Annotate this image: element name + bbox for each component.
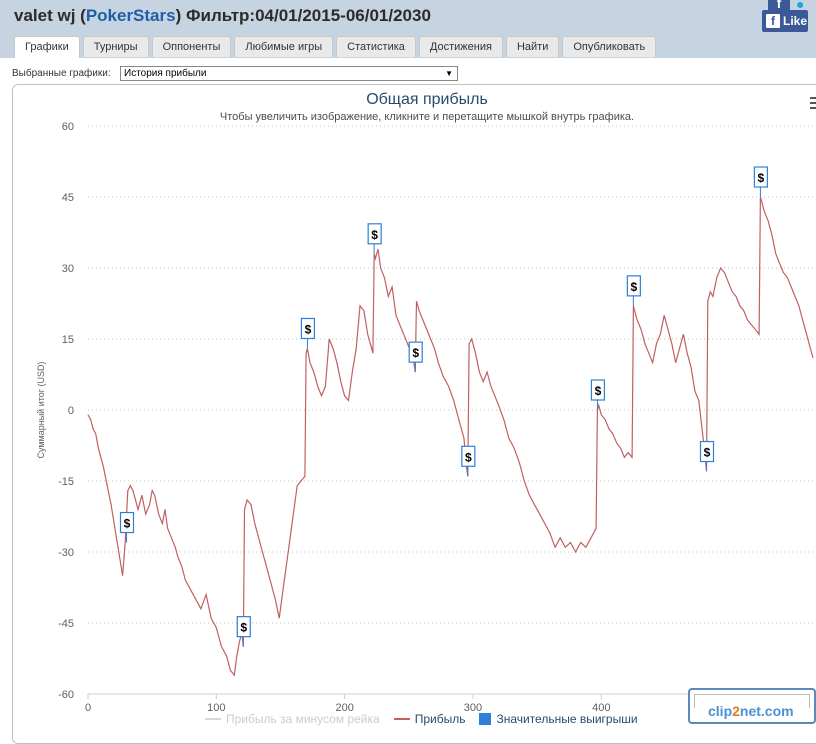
chart-select[interactable]: История прибыли ▼ [120,66,458,81]
y-tick-label: 30 [62,263,74,275]
tab-3[interactable]: Любимые игры [234,36,334,57]
big-win-marker-label: $ [240,621,247,635]
big-win-marker-label: $ [412,346,419,360]
y-tick-label: 15 [62,334,74,346]
legend-item[interactable]: Значительные выигрыши [479,712,638,726]
tab-6[interactable]: Найти [505,36,560,57]
chart-legend: Прибыль за минусом рейка Прибыль Значитель… [205,712,638,726]
y-tick-label: 45 [62,192,74,204]
tab-7[interactable]: Опубликовать [562,36,657,57]
legend-swatch [479,713,492,725]
facebook-like-button[interactable]: f Like [762,10,808,32]
chart-select-value: История прибыли [124,68,207,79]
big-win-marker-label: $ [371,228,378,242]
chart-selector-label: Выбранные графики: [12,68,111,79]
tab-5[interactable]: Достижения [418,36,503,57]
y-tick-label: -60 [58,689,74,701]
big-win-marker-label: $ [595,384,602,398]
tab-4[interactable]: Статистика [336,36,416,57]
profit-chart[interactable]: 60 45 30 15 0 -15 -30 -45 -60 0 100 200 300 400 Суммар… [0,0,816,724]
legend-swatch [205,718,221,720]
x-tick-label: 100 [207,702,225,714]
x-tick-label: 400 [592,702,610,714]
y-tick-label: -30 [58,547,74,559]
y-tick-label: 60 [62,121,74,133]
site-link[interactable]: PokerStars [85,6,176,25]
y-tick-label: 0 [68,405,74,417]
chevron-down-icon: ▼ [445,69,453,78]
tab-bar: Графики Турниры Оппоненты Любимые игры Стати… [14,36,657,58]
chart-panel [12,84,816,744]
big-win-marker-label: $ [758,171,765,185]
clip2net-widget[interactable] [688,688,816,724]
x-tick-label: 300 [464,702,482,714]
big-win-marker-label: $ [631,280,638,294]
menu-icon[interactable] [810,97,816,109]
tab-1[interactable]: Турниры [82,36,149,57]
series-line-Прибыль [87,196,814,677]
x-tick-label: 200 [335,702,353,714]
chart-subtitle: Чтобы увеличить изображение, кликните и … [219,111,635,123]
y-axis-label: Суммарный итог (USD) [36,361,46,458]
facebook-icon[interactable]: f [768,0,790,11]
x-tick-label: 0 [85,702,91,714]
chart-selector-row: Выбранные графики: История прибыли ▼ [12,66,458,83]
legend-item[interactable]: Прибыль за минусом рейка [205,712,380,726]
legend-label: Значительные выигрыши [496,712,638,726]
legend-swatch [393,718,410,720]
legend-label: Прибыль за минусом рейка [226,712,380,726]
chart-title: Общая прибыль [366,91,488,108]
y-tick-label: -15 [58,476,74,488]
big-win-marker-label: $ [124,517,131,531]
tab-2[interactable]: Оппоненты [151,36,232,57]
like-label: Like [783,14,808,28]
twitter-icon[interactable]: ● [796,0,805,12]
legend-item[interactable]: Прибыль [393,712,466,726]
big-win-marker-label: $ [465,450,472,464]
big-win-marker-label: $ [704,446,711,460]
y-tick-label: -45 [58,618,74,630]
filter-label: Фильтр:04/01/2015-06/01/2030 [185,6,431,25]
big-win-marker-label: $ [305,322,312,336]
player-name: valet wj [14,6,76,25]
clip2net-logo: clip2net.com [708,703,794,719]
facebook-icon: f [766,14,780,28]
legend-label: Прибыль [414,712,466,726]
tab-0[interactable]: Графики [14,36,80,58]
page-title: valet wj (PokerStars) Фильтр:04/01/2015-… [14,6,431,25]
